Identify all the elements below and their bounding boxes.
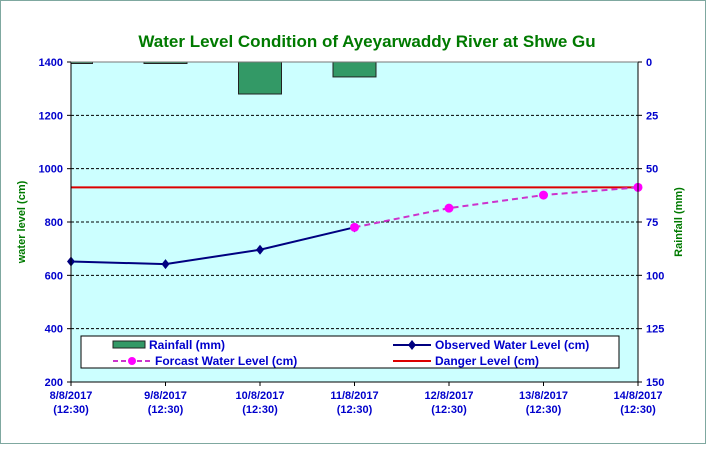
x-tick-label: 13/8/2017 <box>519 390 568 402</box>
forecast-level-point <box>350 222 359 232</box>
y-axis-title: water level (cm) <box>16 180 28 264</box>
legend-marker-forecast <box>128 357 136 365</box>
legend: Rainfall (mm) Observed Water Level (cm) Fo… <box>80 335 620 369</box>
x-tick-label: 9/8/2017 <box>144 390 187 402</box>
x-tick-label: 14/8/2017 <box>614 390 663 402</box>
x-tick-label: 8/8/2017 <box>50 390 93 402</box>
observed-level-point <box>161 259 170 270</box>
legend-swatch-rainfall <box>112 340 146 349</box>
x-tick-time: (12:30) <box>242 404 278 416</box>
y-tick-label: 200 <box>45 377 63 389</box>
x-tick-label: 11/8/2017 <box>330 390 378 402</box>
y2-tick-label: 150 <box>646 377 664 389</box>
x-tick-time: (12:30) <box>148 404 184 416</box>
x-tick-time: (12:30) <box>337 404 373 416</box>
rainfall-bar <box>238 61 282 95</box>
y2-tick-label: 0 <box>646 57 652 69</box>
rainfall-bar <box>332 61 377 78</box>
x-tick-time: (12:30) <box>526 404 562 416</box>
forecast-level-point <box>444 203 454 213</box>
observed-level-line <box>70 226 355 266</box>
observed-level-point <box>256 244 264 255</box>
x-tick-time: (12:30) <box>620 404 656 416</box>
chart-title: Water Level Condition of Ayeyarwaddy Riv… <box>138 32 595 51</box>
legend-label: Observed Water Level (cm) <box>435 338 589 352</box>
y-tick-label: 1400 <box>39 57 63 69</box>
forecast-level-line <box>354 186 639 229</box>
y2-tick-label: 25 <box>646 110 658 122</box>
legend-label: Rainfall (mm) <box>149 338 225 352</box>
y-tick-label: 1000 <box>39 164 63 176</box>
y2-tick-label: 50 <box>646 164 658 176</box>
x-tick-time: (12:30) <box>53 404 89 416</box>
y-tick-label: 1200 <box>39 110 63 122</box>
legend-label: Danger Level (cm) <box>435 354 539 368</box>
x-tick-label: 10/8/2017 <box>236 390 285 402</box>
forecast-level-point <box>539 190 548 200</box>
y2-axis-title: Rainfall (mm) <box>673 187 685 257</box>
x-tick-time: (12:30) <box>431 404 467 416</box>
x-tick-label: 12/8/2017 <box>425 390 474 402</box>
y-tick-label: 400 <box>45 324 63 336</box>
y2-tick-label: 75 <box>646 217 658 229</box>
y2-tick-label: 100 <box>646 270 664 282</box>
legend-label: Forcast Water Level (cm) <box>155 354 297 368</box>
y-tick-label: 600 <box>45 270 63 282</box>
legend-marker-observed <box>408 340 416 350</box>
y-tick-label: 800 <box>45 217 63 229</box>
y2-tick-label: 125 <box>646 324 664 336</box>
